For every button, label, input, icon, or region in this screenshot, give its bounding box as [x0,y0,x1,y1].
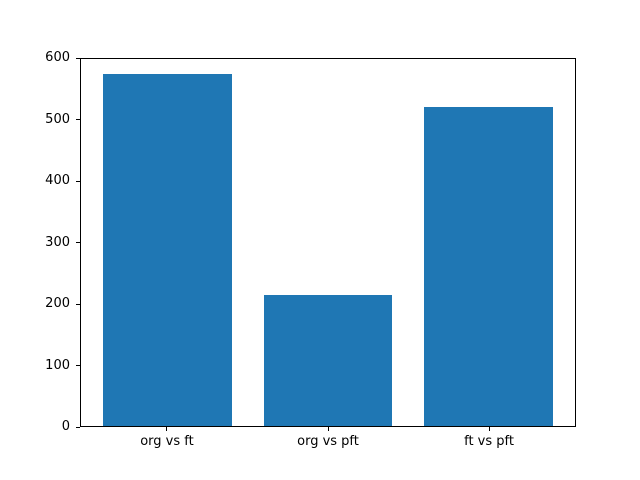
y-axis: 0 100 200 300 400 500 600 [0,50,80,434]
x-tick-label: org vs ft [140,434,194,449]
x-axis: org vs ft org vs pft ft vs pft [80,427,576,461]
y-tick-mark [76,57,80,59]
y-tick-mark [76,119,80,120]
y-tick-label: 200 [45,296,70,311]
y-tick-mark [76,180,80,182]
bar-1 [103,74,232,426]
plot-area [80,58,576,427]
x-tick-label: org vs pft [297,434,359,449]
y-tick-mark [76,365,80,366]
y-tick-mark [76,303,80,305]
bar-2 [263,294,393,426]
x-tick-mark [327,427,329,431]
y-tick-mark [76,242,80,243]
y-tick-label: 300 [45,234,70,250]
y-tick-mark [76,426,80,428]
x-tick-mark [166,427,168,431]
y-tick-label: 500 [45,111,70,127]
x-tick-label: ft vs pft [464,434,514,449]
y-tick-label: 600 [45,50,70,65]
x-tick-mark [488,427,490,431]
y-tick-label: 100 [45,357,70,373]
bar-3 [424,106,553,426]
y-tick-label: 400 [45,173,70,188]
y-tick-label: 0 [61,419,70,434]
